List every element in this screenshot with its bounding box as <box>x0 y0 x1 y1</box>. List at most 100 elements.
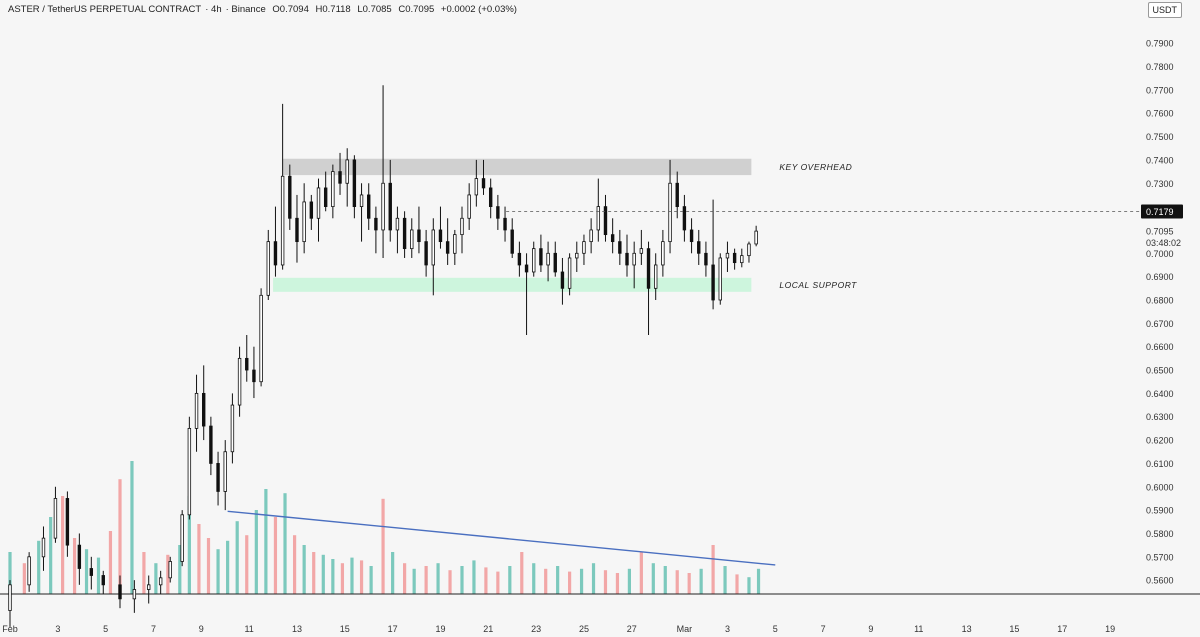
candle-body <box>101 575 105 586</box>
volume-bar <box>49 517 53 594</box>
x-tick-label: 11 <box>914 624 923 634</box>
y-tick-label: 0.5800 <box>1146 529 1174 539</box>
volume-bar <box>254 510 258 594</box>
volume-bar <box>568 571 572 594</box>
candle-body <box>194 392 199 429</box>
x-tick-label: 5 <box>773 624 778 634</box>
volume-bar <box>331 559 335 594</box>
x-tick-label: 9 <box>868 624 873 634</box>
volume-bar <box>496 571 500 594</box>
ohlc-open: O0.7094 <box>272 4 309 15</box>
candle-body <box>388 182 392 231</box>
candle-body <box>223 451 227 492</box>
candle-body <box>230 404 235 453</box>
volume-bar <box>663 566 667 594</box>
volume-bar <box>166 554 170 594</box>
y-tick-label: 0.6300 <box>1146 412 1174 422</box>
current-price-label: 0.7095 <box>1146 227 1174 237</box>
candle-body <box>639 248 644 254</box>
x-tick-label: 17 <box>388 624 398 634</box>
candle-body <box>280 175 285 266</box>
chart-header: ASTER / TetherUS PERPETUAL CONTRACT · 4h ·… <box>8 4 517 15</box>
candle-body <box>118 584 122 600</box>
candle-body <box>438 229 443 243</box>
symbol-label[interactable]: ASTER / TetherUS PERPETUAL CONTRACT <box>8 4 202 15</box>
volume-bar <box>312 552 316 594</box>
volume-bar <box>520 552 524 594</box>
volume-bar <box>591 563 596 594</box>
candle-body <box>295 217 299 243</box>
candle-body <box>237 357 242 406</box>
y-tick-label: 0.7000 <box>1146 249 1174 259</box>
candle-body <box>338 171 342 184</box>
candle-body <box>524 264 529 273</box>
candle-body <box>259 294 263 383</box>
candle-body <box>467 194 471 219</box>
volume-bar <box>61 496 65 594</box>
candle-body <box>632 252 636 266</box>
candle-body <box>65 498 70 546</box>
volume-bar <box>178 545 182 594</box>
candle-body <box>374 217 378 231</box>
x-tick-label: 5 <box>103 624 108 634</box>
interval-label[interactable]: 4h <box>211 4 222 15</box>
candle-body <box>202 392 206 427</box>
x-tick-label: 9 <box>199 624 204 634</box>
volume-bar <box>675 570 679 594</box>
candle-body <box>168 561 172 579</box>
key-overhead-label: KEY OVERHEAD <box>779 162 852 172</box>
y-tick-label: 0.6100 <box>1146 459 1174 469</box>
candle-body <box>517 252 522 266</box>
candle-body <box>575 252 579 259</box>
candle-body <box>53 498 58 539</box>
y-tick-label: 0.6000 <box>1146 482 1174 492</box>
y-tick-label: 0.5700 <box>1146 552 1174 562</box>
volume-bar <box>8 552 12 594</box>
volume-bar <box>292 535 297 594</box>
candle-body <box>725 252 730 259</box>
volume-bar <box>735 574 739 594</box>
volume-bar <box>391 552 395 594</box>
y-tick-label: 0.5600 <box>1146 576 1174 586</box>
volume-bar <box>448 570 452 594</box>
exchange-label: Binance <box>231 4 266 15</box>
candle-body <box>732 252 737 264</box>
countdown-label: 03:48:02 <box>1146 238 1181 248</box>
x-tick-label: 21 <box>483 624 493 634</box>
candle-body <box>675 182 679 208</box>
candle-body <box>209 425 213 464</box>
y-tick-label: 0.6700 <box>1146 319 1174 329</box>
candle-body <box>496 206 500 219</box>
candle-body <box>510 229 514 254</box>
volume-bar <box>197 524 201 594</box>
candle-body <box>132 589 137 600</box>
candle-body <box>309 201 314 219</box>
candle-body <box>431 229 435 266</box>
volume-bar <box>273 517 278 594</box>
candle-body <box>625 252 629 266</box>
currency-unit-button[interactable]: USDT <box>1147 2 1182 18</box>
volume-bar <box>302 545 306 594</box>
candle-body <box>474 178 479 196</box>
candle-body <box>352 159 357 208</box>
y-tick-label: 0.7600 <box>1146 109 1174 119</box>
candle-body <box>27 556 31 586</box>
candle-body <box>331 171 335 208</box>
candle-body <box>747 243 751 257</box>
key-overhead-zone <box>282 158 752 176</box>
y-tick-label: 0.6400 <box>1146 389 1174 399</box>
candle-body <box>704 252 708 266</box>
y-tick-label: 0.6600 <box>1146 342 1174 352</box>
candle-body <box>187 428 192 516</box>
ohlc-change: +0.0002 (+0.03%) <box>440 4 517 15</box>
y-tick-label: 0.6800 <box>1146 295 1174 305</box>
x-tick-label: 3 <box>55 624 60 634</box>
volume-bar <box>711 545 715 594</box>
candle-body <box>553 252 557 273</box>
candle-body <box>618 241 622 254</box>
candle-body <box>546 252 550 266</box>
candle-body <box>445 241 450 254</box>
volume-bar <box>402 563 407 594</box>
